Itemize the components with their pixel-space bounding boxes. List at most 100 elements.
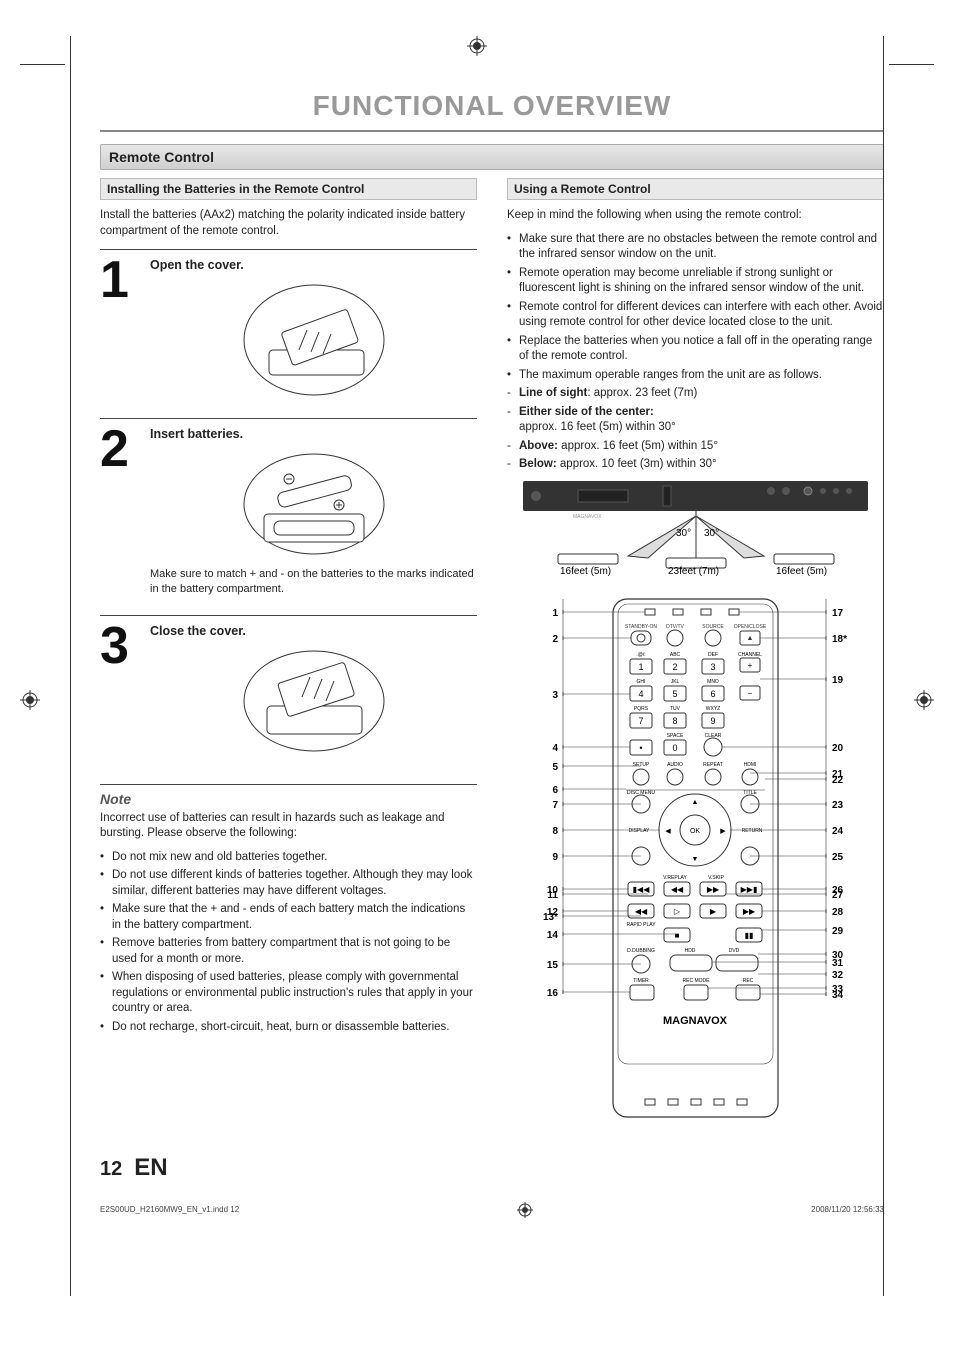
svg-text:RETURN: RETURN [742, 828, 763, 834]
step-2-number: 2 [100, 427, 150, 605]
svg-text:8: 8 [672, 716, 677, 726]
step-3: 3 Close the cover. [100, 615, 477, 764]
step-3-number: 3 [100, 624, 150, 764]
svg-text:23feet (7m): 23feet (7m) [668, 566, 719, 576]
svg-text:7: 7 [552, 800, 558, 811]
meta-footer: E2S00UD_H2160MW9_EN_v1.indd 12 2008/11/2… [100, 1202, 884, 1218]
insert-batteries-icon [239, 449, 389, 559]
svg-text:▮▮: ▮▮ [745, 931, 754, 940]
svg-text:▶▶▮: ▶▶▮ [741, 885, 758, 894]
using-intro: Keep in mind the following when using th… [507, 208, 884, 224]
footer-filename: E2S00UD_H2160MW9_EN_v1.indd 12 [100, 1205, 239, 1214]
svg-text:22: 22 [832, 775, 844, 786]
svg-text:34: 34 [832, 990, 844, 1001]
svg-text:24: 24 [832, 826, 844, 837]
svg-text:◀: ◀ [665, 828, 671, 835]
note-item: When disposing of used batteries, please… [100, 970, 477, 1017]
svg-text:14: 14 [547, 930, 559, 941]
svg-text:6: 6 [710, 689, 715, 699]
range-side: Either side of the center:approx. 16 fee… [507, 405, 884, 436]
page-footer: 12 EN [100, 1154, 884, 1182]
range-above: Above: approx. 16 feet (5m) within 15° [507, 439, 884, 455]
svg-text:WXYZ: WXYZ [706, 706, 720, 712]
step-1: 1 Open the cover. [100, 249, 477, 408]
svg-text:OK: OK [690, 828, 700, 835]
svg-text:30°: 30° [676, 528, 691, 539]
step-2-title: Insert batteries. [150, 427, 477, 441]
close-cover-icon [239, 646, 389, 756]
svg-text:▶: ▶ [720, 828, 726, 835]
svg-text:11: 11 [547, 890, 558, 901]
left-column: Installing the Batteries in the Remote C… [100, 178, 477, 1124]
note-intro: Incorrect use of batteries can result in… [100, 811, 477, 842]
range-diagram: MAGNAVOX 30° 30° 16feet (5m) 23feet (7m)… [518, 476, 873, 576]
svg-text:28: 28 [832, 907, 844, 918]
svg-text:3: 3 [552, 690, 558, 701]
svg-text:▶▶: ▶▶ [707, 885, 720, 894]
svg-text:SPACE: SPACE [667, 733, 684, 739]
svg-text:TUV: TUV [670, 706, 681, 712]
svg-text:OPEN/CLOSE: OPEN/CLOSE [734, 624, 767, 630]
svg-text:4: 4 [638, 689, 643, 699]
svg-text:1: 1 [638, 662, 643, 672]
svg-text:9: 9 [552, 852, 558, 863]
svg-text:STANDBY-ON: STANDBY-ON [625, 624, 657, 630]
registration-mark-bottom [517, 1202, 533, 1218]
note-item: Do not mix new and old batteries togethe… [100, 850, 477, 866]
svg-text:DEF: DEF [708, 652, 718, 658]
using-item: Remote control for different devices can… [507, 300, 884, 331]
svg-text:ABC: ABC [670, 652, 681, 658]
svg-text:18*: 18* [832, 634, 847, 645]
section-heading: Remote Control [100, 144, 884, 170]
svg-text:REC MODE: REC MODE [683, 978, 711, 984]
svg-text:D.DUBBING: D.DUBBING [627, 948, 655, 954]
svg-text:REC: REC [743, 978, 754, 984]
svg-text:V.REPLAY: V.REPLAY [663, 875, 687, 881]
svg-text:31: 31 [832, 958, 844, 969]
note-list: Do not mix new and old batteries togethe… [100, 850, 477, 1036]
crop-line-left [70, 36, 71, 1296]
note-item: Remove batteries from battery compartmen… [100, 936, 477, 967]
subsection-using: Using a Remote Control [507, 178, 884, 200]
svg-text:V.SKIP: V.SKIP [708, 875, 724, 881]
svg-text:◀◀: ◀◀ [671, 885, 684, 894]
svg-text:▲: ▲ [692, 799, 699, 806]
svg-text:20: 20 [832, 743, 844, 754]
svg-text:13*: 13* [543, 912, 558, 923]
svg-text:HDMI: HDMI [744, 762, 757, 768]
svg-text:DVD: DVD [729, 948, 740, 954]
remote-callout-diagram: STANDBY-ONDTV/TVSOURCEOPEN/CLOSE ▲ .@/:A… [518, 594, 873, 1124]
step-2: 2 Insert batteries. Make sure to match +… [100, 418, 477, 605]
svg-text:▶: ▶ [710, 907, 717, 916]
note-item: Do not recharge, short-circuit, heat, bu… [100, 1020, 477, 1036]
svg-text:3: 3 [710, 662, 715, 672]
svg-text:TIMER: TIMER [633, 978, 649, 984]
svg-text:HDD: HDD [685, 948, 696, 954]
svg-text:+: + [748, 661, 753, 670]
range-below: Below: approx. 10 feet (3m) within 30° [507, 457, 884, 473]
using-item: Remote operation may become unreliable i… [507, 266, 884, 297]
note-title: Note [100, 791, 477, 807]
crop-line-right [883, 36, 884, 1296]
svg-text:MAGNAVOX: MAGNAVOX [663, 1015, 728, 1027]
crop-tick-left [20, 64, 65, 65]
svg-text:16feet (5m): 16feet (5m) [776, 566, 827, 576]
step-3-title: Close the cover. [150, 624, 477, 638]
svg-text:19: 19 [832, 675, 844, 686]
svg-text:6: 6 [552, 785, 558, 796]
footer-date: 2008/11/20 12:56:33 [811, 1205, 884, 1214]
svg-text:2: 2 [552, 634, 558, 645]
note-box: Note Incorrect use of batteries can resu… [100, 784, 477, 1036]
svg-text:•: • [639, 743, 642, 753]
step-1-title: Open the cover. [150, 258, 477, 272]
registration-mark-top [467, 36, 487, 56]
right-column: Using a Remote Control Keep in mind the … [507, 178, 884, 1124]
title-rule [100, 130, 884, 132]
svg-text:▷: ▷ [674, 907, 681, 916]
svg-text:9: 9 [710, 716, 715, 726]
registration-mark-left [20, 690, 40, 710]
svg-text:▲: ▲ [747, 635, 754, 642]
svg-text:▼: ▼ [692, 856, 699, 863]
svg-text:RAPID PLAY: RAPID PLAY [626, 922, 656, 928]
note-item: Do not use different kinds of batteries … [100, 868, 477, 899]
